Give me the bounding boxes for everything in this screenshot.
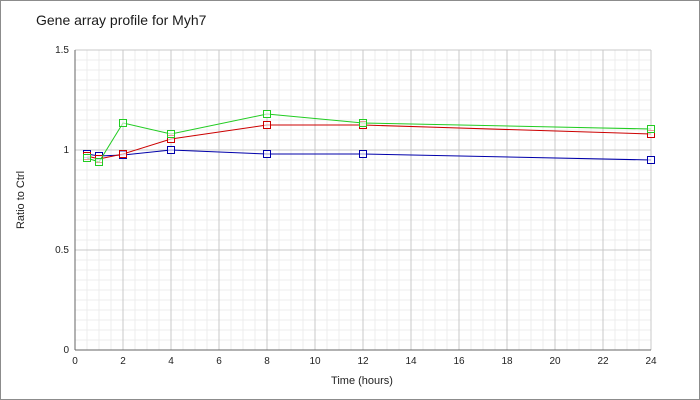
y-tick-label: 1 (63, 145, 69, 156)
data-point-3 (95, 158, 103, 166)
data-point-2 (119, 150, 127, 158)
x-tick-label: 12 (357, 356, 369, 367)
x-tick-label: 8 (264, 356, 270, 367)
data-point-3 (83, 154, 91, 162)
series-layer (83, 110, 655, 166)
data-point-1 (167, 146, 175, 154)
x-axis-label: Time (hours) (331, 375, 393, 387)
x-tick-label: 22 (597, 356, 609, 367)
x-tick-label: 2 (120, 356, 126, 367)
y-tick-label: 1.5 (55, 45, 69, 56)
data-point-3 (167, 130, 175, 138)
chart-title: Gene array profile for Myh7 (36, 12, 207, 28)
x-tick-label: 24 (645, 356, 657, 367)
x-tick-label: 14 (405, 356, 417, 367)
x-tick-label: 0 (72, 356, 78, 367)
x-tick-label: 6 (216, 356, 222, 367)
data-point-3 (263, 110, 271, 118)
data-point-1 (359, 150, 367, 158)
y-tick-label: 0 (63, 345, 69, 356)
data-point-2 (263, 121, 271, 129)
x-tick-label: 4 (168, 356, 174, 367)
x-tick-label: 16 (453, 356, 465, 367)
data-point-1 (263, 150, 271, 158)
x-tick-label: 10 (309, 356, 321, 367)
axes (74, 50, 651, 351)
x-tick-label: 18 (501, 356, 513, 367)
y-tick-label: 0.5 (55, 245, 69, 256)
data-point-3 (647, 125, 655, 133)
y-axis-label: Ratio to Ctrl (15, 171, 27, 229)
x-tick-label: 20 (549, 356, 561, 367)
data-point-1 (647, 156, 655, 164)
data-point-3 (359, 119, 367, 127)
data-point-3 (119, 119, 127, 127)
